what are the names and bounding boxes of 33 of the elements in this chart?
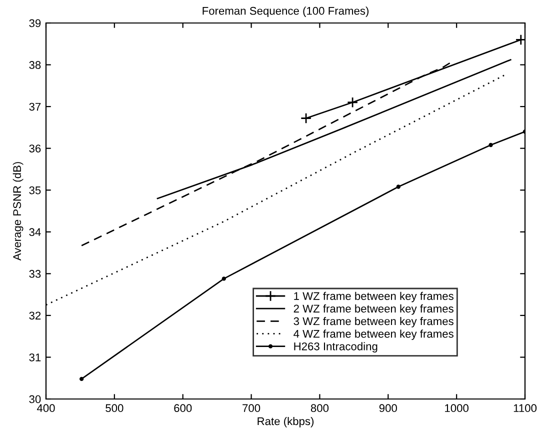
point — [515, 34, 525, 46]
x-tick-label: 900 — [379, 404, 397, 412]
x-tick-label: 500 — [106, 404, 124, 412]
x-tick-label: 800 — [310, 404, 329, 412]
point — [347, 96, 358, 108]
point — [300, 112, 312, 124]
x-tick-label: 1100 — [514, 404, 537, 412]
legend-label: 3 WZ frame between key frames — [294, 316, 454, 328]
point — [80, 376, 84, 382]
y-tick-label: 33 — [29, 270, 41, 278]
x-tick-label: 600 — [174, 404, 192, 412]
y-tick-label: 31 — [29, 353, 41, 362]
x-tick-label: 1000 — [445, 404, 468, 412]
legend-label: 2 WZ frame between key frames — [294, 304, 454, 315]
point — [222, 276, 226, 281]
y-tick-label: 39 — [29, 19, 41, 28]
y-tick-label: 32 — [29, 312, 41, 320]
x-tick-label: 700 — [242, 404, 260, 412]
y-tick-label: 34 — [29, 228, 41, 236]
chart-title: Foreman Sequence (100 Frames) — [202, 6, 368, 17]
y-tick-label: 35 — [29, 186, 41, 194]
legend-label: 4 WZ frame between key frames — [294, 330, 454, 340]
y-tick-label: 30 — [29, 395, 41, 404]
point — [396, 184, 400, 189]
y-tick-label: 37 — [29, 102, 41, 111]
x-tick-label: 400 — [36, 404, 55, 412]
legend-label: H263 Intracoding — [294, 342, 378, 353]
legend-label: 1 WZ frame between key frames — [294, 292, 454, 302]
y-tick-label: 38 — [29, 61, 41, 69]
y-tick-label: 36 — [29, 144, 41, 152]
y-axis-title: Average PSNR (dB) — [12, 162, 24, 261]
x-axis-title: Rate (kbps) — [258, 416, 314, 428]
point — [488, 142, 493, 148]
